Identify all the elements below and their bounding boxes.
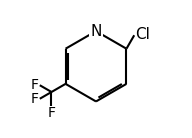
Text: F: F xyxy=(47,106,55,120)
Text: Cl: Cl xyxy=(135,27,150,42)
Text: F: F xyxy=(31,92,39,106)
Text: N: N xyxy=(90,24,102,39)
Text: F: F xyxy=(31,78,39,92)
